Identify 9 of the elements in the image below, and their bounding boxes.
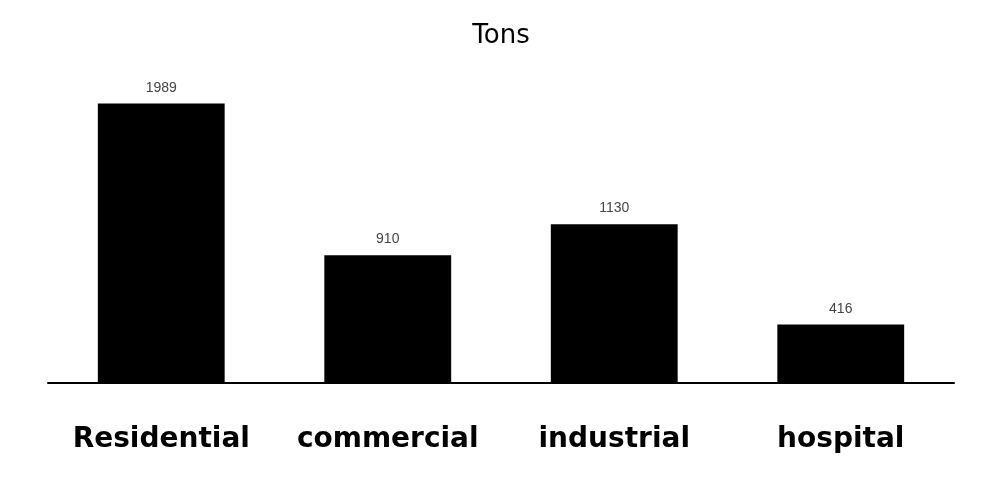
data-label: 1989 xyxy=(145,78,178,95)
x-tick-label: Residential xyxy=(72,420,250,454)
data-label: 416 xyxy=(829,299,853,316)
x-tick-label: industrial xyxy=(538,420,690,454)
data-label: 1130 xyxy=(599,199,630,216)
x-tick-label: hospital xyxy=(777,420,905,454)
x-tick-label: commercial xyxy=(296,420,479,454)
data-label: 910 xyxy=(376,230,400,247)
chart-title: Tons xyxy=(471,19,530,49)
